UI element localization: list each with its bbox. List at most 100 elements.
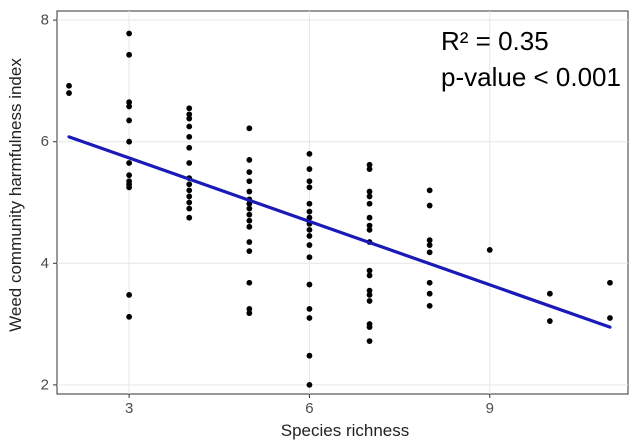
data-point: [186, 105, 193, 112]
x-tick-label: 6: [305, 400, 313, 417]
data-point: [186, 133, 193, 140]
data-point: [306, 226, 313, 233]
y-tick-label: 4: [41, 255, 49, 272]
data-point: [186, 144, 193, 151]
data-point: [126, 99, 133, 106]
data-point: [426, 279, 433, 286]
data-point: [246, 157, 253, 163]
data-point: [186, 214, 193, 221]
data-point: [306, 166, 313, 172]
data-point: [306, 208, 313, 215]
data-point: [366, 188, 373, 195]
data-point: [186, 115, 193, 122]
data-point: [186, 111, 193, 118]
data-point: [126, 184, 133, 191]
data-point: [126, 292, 133, 298]
data-point: [366, 272, 373, 279]
data-point: [186, 160, 193, 166]
data-point: [607, 279, 613, 286]
data-point: [306, 214, 313, 221]
data-point: [126, 160, 133, 166]
data-point: [366, 298, 373, 304]
data-point: [246, 205, 253, 212]
data-point: [246, 217, 253, 224]
data-point: [366, 287, 373, 294]
data-point: [246, 305, 253, 312]
data-point: [246, 279, 253, 286]
data-point: [607, 315, 613, 321]
data-point: [306, 352, 313, 359]
data-point: [366, 267, 373, 274]
p-value-annotation: p-value < 0.001: [441, 62, 621, 92]
r-squared-annotation: R² = 0.35: [441, 26, 549, 56]
data-point: [306, 381, 313, 388]
data-point: [126, 313, 133, 320]
data-point: [366, 200, 373, 207]
data-point: [366, 161, 373, 168]
data-point: [186, 123, 193, 130]
y-tick-label: 2: [41, 376, 49, 393]
data-point: [426, 237, 433, 244]
data-point: [246, 169, 253, 176]
data-point: [126, 172, 133, 179]
x-tick-label: 3: [125, 400, 133, 417]
data-point: [426, 302, 433, 309]
data-point: [186, 187, 193, 194]
plot-panel: [56, 10, 629, 395]
data-point: [126, 30, 133, 37]
data-point: [366, 193, 373, 200]
x-tick-label: 9: [486, 400, 494, 417]
data-point: [246, 125, 253, 132]
data-point: [126, 51, 133, 58]
data-point: [426, 242, 433, 248]
data-point: [366, 338, 373, 345]
data-point: [426, 202, 433, 209]
data-point: [246, 178, 253, 185]
data-point: [306, 305, 313, 312]
data-point: [186, 205, 193, 212]
data-point: [246, 239, 253, 245]
data-point: [306, 315, 313, 321]
y-tick-label: 8: [41, 12, 49, 29]
data-point: [426, 187, 433, 194]
data-point: [126, 103, 133, 110]
data-point: [246, 248, 253, 255]
data-point: [486, 247, 493, 253]
data-point: [306, 281, 313, 288]
x-axis-title: Species richness: [280, 421, 410, 440]
data-point: [366, 226, 373, 233]
data-point: [426, 290, 433, 297]
data-point: [366, 292, 373, 298]
data-point: [366, 222, 373, 229]
data-point: [186, 193, 193, 200]
data-point: [366, 166, 373, 172]
data-point: [246, 211, 253, 218]
data-point: [546, 290, 553, 297]
data-point: [246, 310, 253, 317]
data-point: [186, 199, 193, 206]
data-point: [306, 150, 313, 157]
y-axis-title: Weed community harmfulness index: [6, 58, 25, 332]
data-point: [306, 200, 313, 207]
data-point: [306, 233, 313, 239]
data-point: [306, 184, 313, 191]
axis-ticks: 2 4 6 8 3 6 9: [41, 12, 494, 417]
data-point: [306, 242, 313, 248]
data-point: [306, 254, 313, 261]
data-point: [66, 90, 72, 96]
data-points: [66, 30, 613, 388]
data-point: [366, 214, 373, 221]
data-point: [126, 117, 133, 124]
data-point: [546, 318, 553, 324]
data-point: [426, 249, 433, 256]
data-point: [246, 223, 253, 230]
data-point: [246, 188, 253, 195]
data-point: [126, 138, 133, 145]
fit-line: [67, 135, 612, 329]
data-point: [366, 324, 373, 331]
data-point: [306, 178, 313, 185]
regression-line: [67, 135, 612, 329]
data-point: [186, 181, 193, 188]
data-point: [66, 82, 72, 89]
